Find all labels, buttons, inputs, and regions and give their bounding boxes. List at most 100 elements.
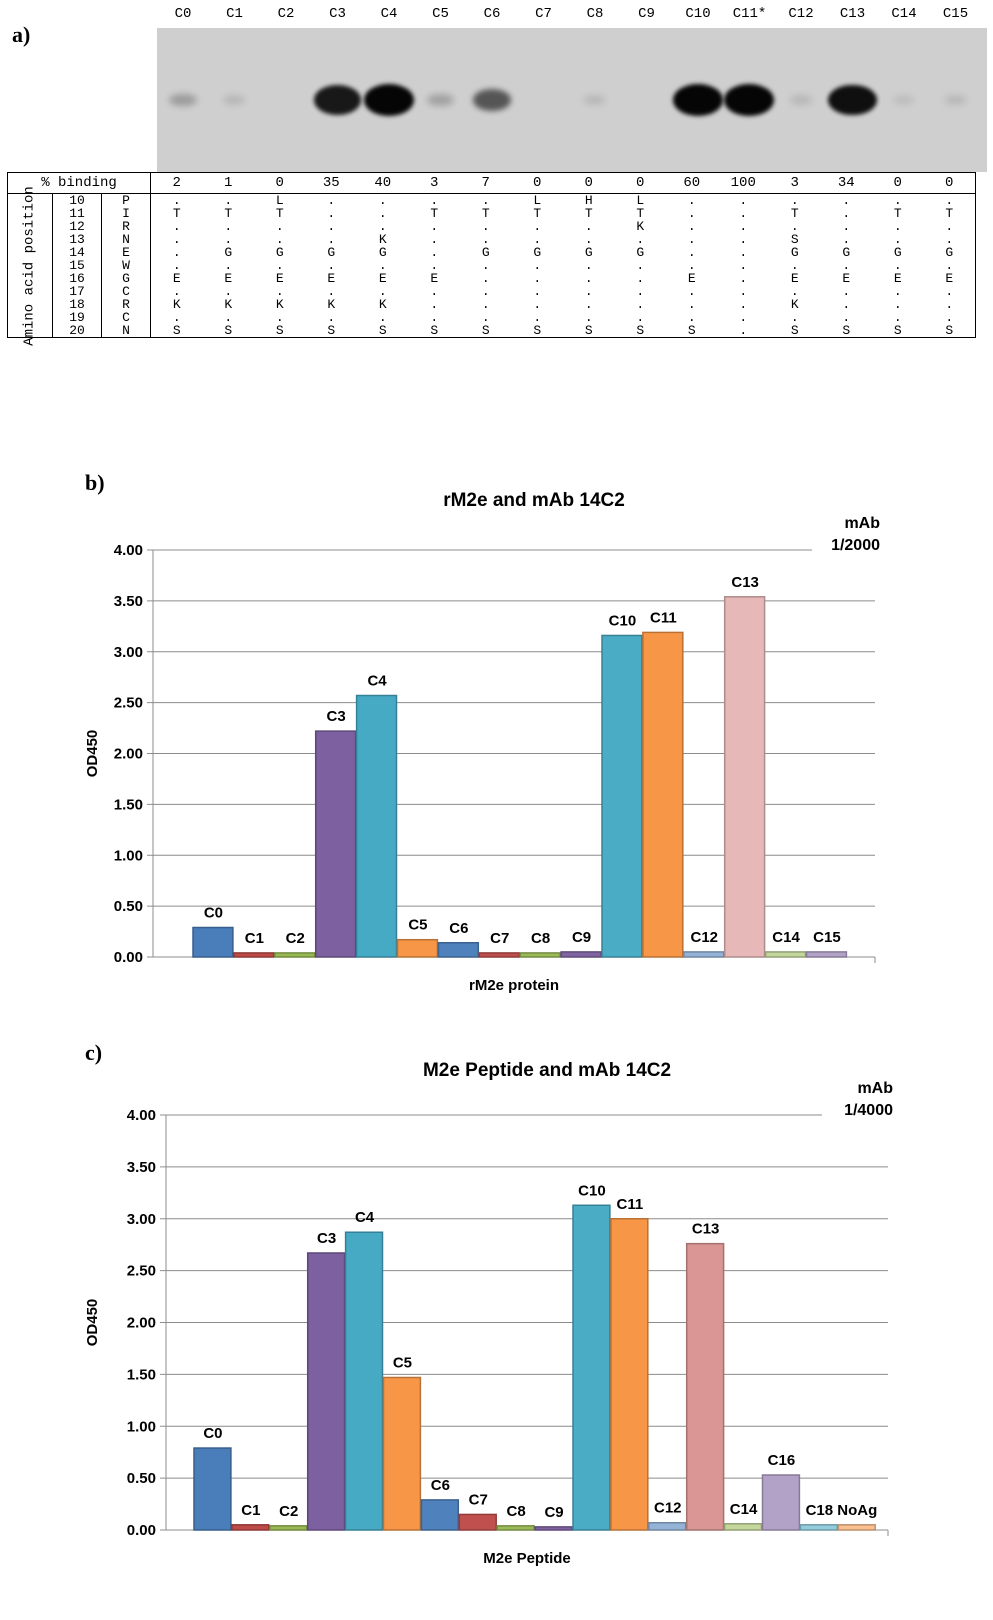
bar-label: C2 <box>286 930 305 947</box>
residue-cell: . <box>687 245 696 260</box>
blot-band <box>828 84 877 116</box>
residue-cell: . <box>172 219 181 234</box>
position-number: 14 <box>52 246 102 259</box>
bar <box>193 1447 232 1531</box>
residue-cell: . <box>842 284 851 299</box>
residue-cell: . <box>275 258 284 273</box>
binding-value: 2 <box>150 172 203 194</box>
mab-dilution-annotation: 1/4000 <box>844 1102 893 1119</box>
y-tick-label: 3.50 <box>127 1159 156 1176</box>
blot-band <box>363 84 414 116</box>
residue-cell: G <box>636 245 645 260</box>
table-row: 13 N.... K....... S... <box>8 233 976 246</box>
y-tick-label: 2.50 <box>127 1263 156 1280</box>
bar-label: C1 <box>241 1502 260 1519</box>
residue-letter: N <box>101 324 151 338</box>
x-axis-label: M2e Peptide <box>483 1550 571 1567</box>
residue-cell: E <box>378 271 387 286</box>
y-axis-label: OD450 <box>84 1299 101 1347</box>
residue-cell: K <box>378 297 387 312</box>
residue-cell: . <box>842 219 851 234</box>
residue-cell: T <box>481 206 490 221</box>
residue-letter: N <box>101 233 151 246</box>
residue-cell: H <box>584 193 593 208</box>
y-tick-label: 0.00 <box>114 949 143 966</box>
bar <box>306 1252 346 1531</box>
residue-letter: R <box>101 220 151 233</box>
residue-cell: . <box>224 258 233 273</box>
bar <box>534 1526 573 1531</box>
residue-cell: . <box>584 310 593 325</box>
residue-cell: . <box>790 310 799 325</box>
residue-cell: E <box>687 271 696 286</box>
bar <box>723 1523 763 1531</box>
residue-cell: . <box>533 219 542 234</box>
residue-cell: S <box>408 324 460 338</box>
residue-cell: . <box>739 206 748 221</box>
residue-cell: . <box>481 258 490 273</box>
residue-cell: . <box>275 232 284 247</box>
residue-cell: . <box>378 206 387 221</box>
residue-cell: . <box>636 271 645 286</box>
residue-cell: . <box>481 284 490 299</box>
bar-label: C10 <box>578 1182 606 1199</box>
blot-column-label: C11* <box>732 6 767 22</box>
residue-cell: . <box>224 232 233 247</box>
y-tick-label: 4.00 <box>114 542 143 559</box>
bar <box>233 952 275 958</box>
binding-value: 0 <box>923 172 976 194</box>
residue-cell: . <box>481 310 490 325</box>
residue-cell: G <box>790 245 799 260</box>
mab-dilution-annotation: mAb <box>857 1080 893 1097</box>
table-row: 20 N S S S S S S S S S S S. S S S S <box>8 324 976 338</box>
residue-cell: . <box>687 206 696 221</box>
residue-cell: . <box>172 245 181 260</box>
residue-cell: S <box>790 232 799 247</box>
residue-cell: . <box>172 310 181 325</box>
residue-cell: . <box>687 258 696 273</box>
residue-cell: G <box>481 245 490 260</box>
residue-cell: . <box>842 258 851 273</box>
residue-cell: . <box>636 310 645 325</box>
residue-cell: . <box>739 284 748 299</box>
residue-cell: . <box>842 232 851 247</box>
residue-cell: S <box>202 324 254 338</box>
blot-band <box>724 84 775 116</box>
residue-cell: . <box>327 206 336 221</box>
residue-cell: . <box>842 193 851 208</box>
blot-column-label: C2 <box>277 6 295 22</box>
panel-a-letter: a) <box>12 22 31 47</box>
residue-cell: . <box>923 259 976 272</box>
blot-column-label: C9 <box>638 6 655 22</box>
residue-cell: T <box>584 206 593 221</box>
residue-cell: . <box>430 310 439 325</box>
residue-cell: . <box>790 258 799 273</box>
residue-cell: S <box>563 324 615 338</box>
bar <box>396 938 439 958</box>
residue-cell: . <box>739 258 748 273</box>
residue-cell: . <box>739 193 748 208</box>
residue-letter: I <box>101 207 151 220</box>
residue-cell: . <box>687 297 696 312</box>
position-number: 17 <box>52 285 102 298</box>
bar <box>764 951 807 958</box>
bar <box>478 952 520 958</box>
bar <box>648 1521 687 1531</box>
position-number: 10 <box>52 193 102 207</box>
blot-column-label: C13 <box>839 6 866 22</box>
binding-value: 0 <box>254 172 306 194</box>
residue-cell: . <box>584 297 593 312</box>
chart-m2e-peptide: M2e Peptide and mAb 14C2 0.00 0.50 1.00 1.50… <box>84 1060 893 1567</box>
residue-cell: . <box>430 258 439 273</box>
residue-cell: T <box>224 206 233 221</box>
residue-cell: K <box>327 297 336 312</box>
residue-cell: S <box>460 324 512 338</box>
residue-cell: . <box>430 232 439 247</box>
blot-column-label: C7 <box>535 6 552 22</box>
residue-cell: . <box>739 232 748 247</box>
residue-cell: . <box>481 193 490 208</box>
residue-cell: E <box>224 271 233 286</box>
residue-letter: G <box>101 272 151 285</box>
residue-letter: C <box>101 285 151 298</box>
bar-label: C6 <box>449 920 468 937</box>
